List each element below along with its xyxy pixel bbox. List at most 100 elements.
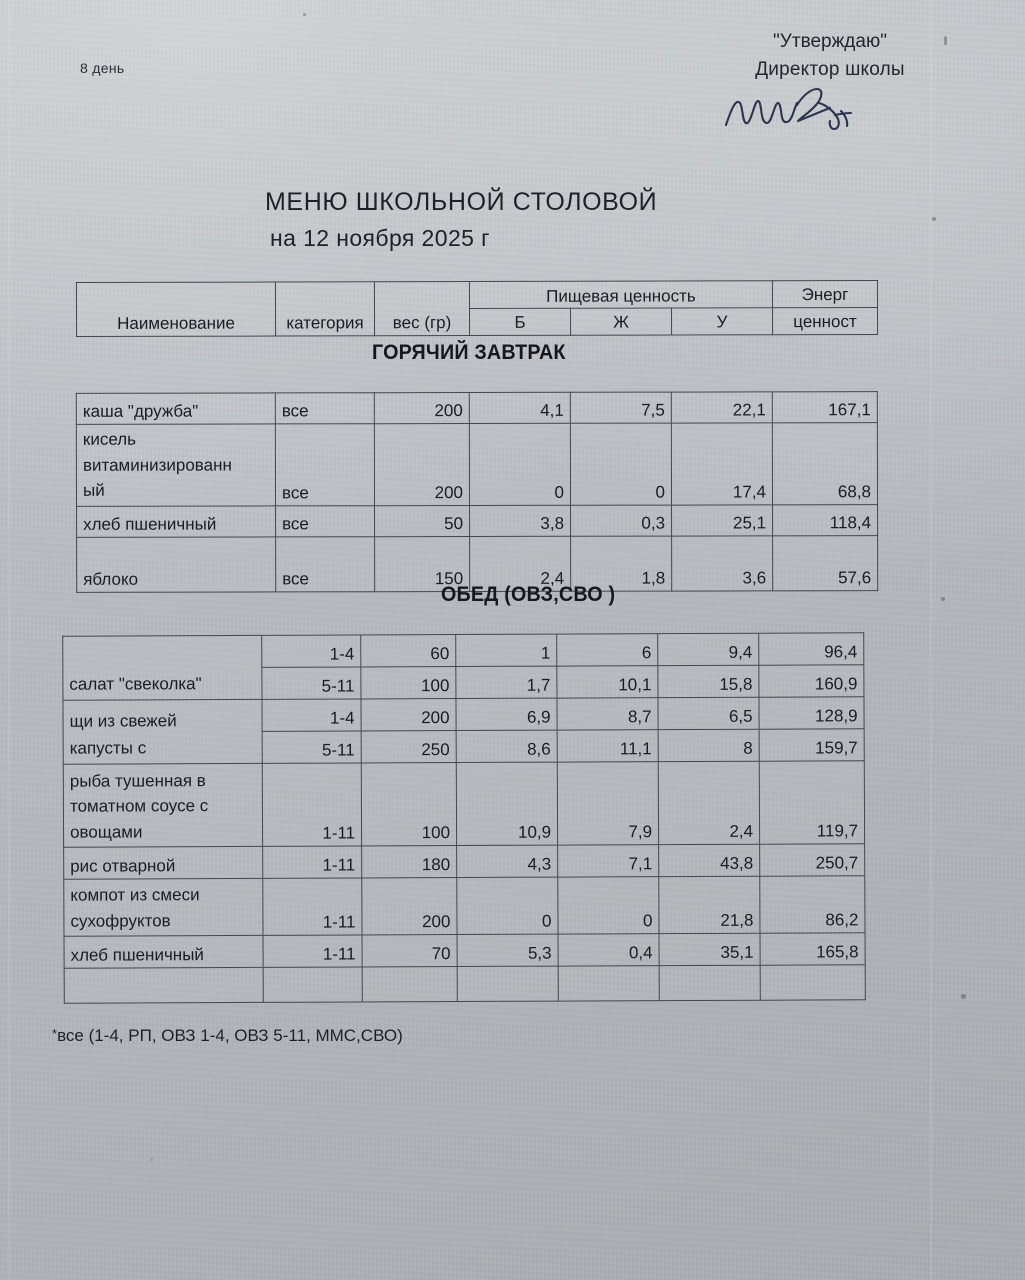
director-title: Директор школы [755, 58, 905, 80]
dish-weight: 250 [361, 730, 457, 763]
dish-energy: 57,6 [772, 535, 878, 591]
dish-carbs: 35,1 [659, 933, 761, 966]
table-header-row-top: Наименование категория вес (гр) Пищевая … [76, 280, 878, 337]
dish-weight: 100 [361, 762, 457, 846]
table-row: рис отварной 1-11 180 4,3 7,1 43,8 250,7 [63, 843, 865, 880]
header-cell-name: Наименование [76, 282, 276, 337]
dish-energy: 68,8 [772, 422, 878, 505]
dish-fat: 10,1 [556, 665, 658, 699]
dish-energy: 165,8 [760, 932, 866, 966]
dish-fat [558, 965, 660, 1002]
header-cell-weight: вес (гр) [374, 281, 470, 336]
dish-name [64, 967, 264, 1004]
dish-protein: 5,3 [457, 934, 559, 967]
section-caption-lunch: ОБЕД (ОВЗ,СВО ) [441, 583, 616, 606]
dish-weight: 200 [374, 423, 470, 506]
dish-carbs: 17,4 [671, 422, 773, 505]
dish-carbs: 21,8 [658, 876, 761, 934]
dish-name: хлеб пшеничный [64, 935, 264, 969]
dish-protein: 3,8 [469, 504, 571, 537]
dish-weight: 70 [362, 934, 458, 967]
dish-carbs: 3,6 [671, 535, 773, 591]
page-subtitle: на 12 ноября 2025 г [270, 225, 490, 251]
dish-weight [362, 966, 458, 1002]
dish-carbs: 9,4 [657, 633, 759, 666]
table-row: каша "дружба" все 200 4,1 7,5 22,1 167,1 [76, 391, 878, 425]
approval-word: "Утверждаю" [773, 31, 887, 52]
dish-name: кисель витаминизированн ый [76, 423, 276, 506]
dish-protein: 4,1 [469, 392, 571, 424]
dish-weight: 200 [360, 698, 457, 731]
dish-category [263, 966, 363, 1003]
dish-carbs: 22,1 [671, 391, 773, 424]
table-row-empty [64, 964, 866, 1004]
dish-energy: 159,7 [759, 728, 865, 762]
dish-name: яблоко [76, 536, 276, 592]
day-label: 8 день [80, 60, 125, 76]
dish-name: рыба тушенная в томатном соусе с овощами [63, 763, 263, 848]
lunch-table: салат "свеколка" 1-4 60 1 6 9,4 96,4 5-1… [62, 632, 866, 1004]
header-cell-nutrition-group: Пищевая ценность [469, 280, 773, 309]
dish-name: каша "дружба" [76, 392, 276, 425]
table-row: щи из свежей капусты с 1-4 200 6,9 8,7 6,… [62, 696, 865, 765]
dish-carbs: 2,4 [658, 761, 760, 845]
dish-category: все [275, 423, 375, 506]
dish-fat: 7,9 [557, 761, 659, 846]
director-signature [700, 85, 960, 133]
dish-carbs [659, 965, 761, 1001]
dish-fat: 8,7 [556, 697, 659, 731]
dish-category: 1-4 [261, 634, 361, 668]
dish-protein [457, 966, 559, 1002]
dish-category: 1-11 [263, 934, 363, 968]
dish-carbs: 8 [658, 729, 760, 762]
dish-protein: 1 [455, 634, 557, 667]
dish-fat: 6 [556, 633, 658, 667]
dish-carbs: 43,8 [658, 844, 760, 877]
dish-weight: 100 [360, 666, 456, 699]
dish-category: 5-11 [261, 666, 361, 700]
dish-category: все [275, 536, 375, 592]
dish-name: щи из свежей капусты с [62, 699, 263, 765]
dish-protein: 1,7 [455, 666, 557, 699]
header-cell-zh: Ж [570, 307, 672, 336]
dish-category: 1-11 [262, 762, 362, 847]
dish-energy: 118,4 [772, 504, 878, 536]
header-cell-category: категория [275, 281, 375, 337]
dish-weight: 200 [361, 877, 458, 935]
dish-energy: 119,7 [759, 760, 865, 845]
header-cell-b: Б [469, 308, 571, 336]
table-row: компот из смеси сухофруктов 1-11 200 0 0 … [63, 875, 866, 937]
dish-fat: 0 [557, 876, 660, 935]
dish-fat: 0,3 [570, 504, 672, 536]
dish-carbs: 6,5 [657, 697, 760, 730]
dish-protein: 0 [469, 423, 571, 506]
dish-protein: 6,9 [455, 698, 558, 731]
footnote-asterisk: * [52, 1026, 58, 1041]
dish-energy: 167,1 [772, 391, 878, 423]
dish-fat: 7,1 [557, 844, 659, 878]
dish-category: 1-11 [262, 877, 363, 936]
footnote-text: все (1-4, РП, ОВЗ 1-4, ОВЗ 5-11, ММС,СВО… [57, 1026, 403, 1045]
dish-fat: 0 [570, 423, 672, 505]
dish-category: все [275, 505, 375, 537]
menu-column-headers: Наименование категория вес (гр) Пищевая … [76, 280, 878, 337]
dish-name: рис отварной [63, 846, 263, 880]
dish-energy: 86,2 [759, 875, 866, 934]
dish-weight: 200 [374, 392, 470, 424]
table-row: рыба тушенная в томатном соусе с овощами 1… [63, 760, 865, 848]
table-row: хлеб пшеничный 1-11 70 5,3 0,4 35,1 165,… [64, 932, 866, 969]
table-row: кисель витаминизированн ый все 200 0 0 17,… [76, 422, 878, 506]
dish-name: хлеб пшеничный [76, 505, 276, 537]
dish-energy: 160,9 [758, 664, 864, 698]
dish-weight: 50 [374, 505, 470, 537]
dish-energy: 128,9 [758, 696, 865, 730]
header-cell-energy-line2: ценност [772, 307, 878, 335]
dish-category: 1-11 [262, 845, 362, 879]
dish-fat: 7,5 [570, 392, 672, 424]
dish-weight: 180 [361, 845, 457, 878]
dish-energy: 250,7 [759, 843, 865, 877]
footnote: *все (1-4, РП, ОВЗ 1-4, ОВЗ 5-11, ММС,СВ… [52, 1026, 403, 1046]
section-caption-breakfast: ГОРЯЧИЙ ЗАВТРАК [372, 341, 566, 364]
dish-carbs: 15,8 [657, 665, 759, 698]
